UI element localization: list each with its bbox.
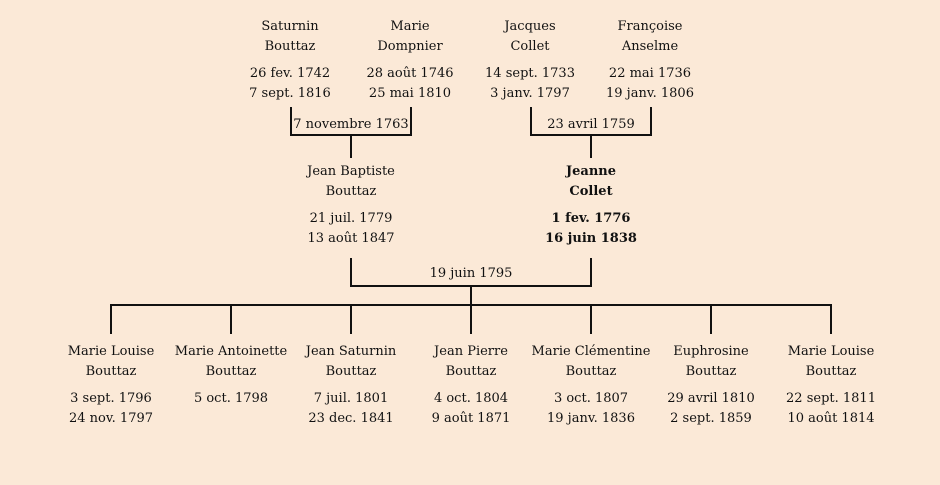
person-given-name: Françoise: [617, 19, 683, 34]
person-surname: Bouttaz: [445, 364, 497, 379]
person-given-name: Euphrosine: [673, 344, 749, 359]
person-surname: Bouttaz: [685, 364, 737, 379]
person-death: 24 nov. 1797: [68, 411, 154, 426]
person-given-name: Marie: [390, 19, 430, 34]
marriage-date-parents: 19 juin 1795: [429, 266, 513, 281]
person-birth: 1 fev. 1776: [551, 211, 631, 226]
person-death: 23 dec. 1841: [308, 411, 394, 426]
child-jean-saturnin: Jean Saturnin Bouttaz 7 juil. 1801 23 de…: [276, 342, 426, 429]
person-surname: Dompnier: [377, 39, 443, 54]
person-birth: 14 sept. 1733: [485, 66, 575, 81]
person-given-name: Marie Louise: [67, 344, 155, 359]
person-death: 7 sept. 1816: [249, 86, 331, 101]
person-death: 19 janv. 1836: [547, 411, 635, 426]
person-death: 10 août 1814: [787, 411, 875, 426]
person-birth: 3 oct. 1807: [553, 391, 629, 406]
person-surname: Bouttaz: [805, 364, 857, 379]
person-surname: Anselme: [621, 39, 679, 54]
marriage-date-paternal: 7 novembre 1763: [293, 117, 409, 132]
child-marie-antoinette: Marie Antoinette Bouttaz 5 oct. 1798: [156, 342, 306, 409]
person-given-name: Jean Saturnin: [305, 344, 397, 359]
person-death: 16 juin 1838: [545, 231, 637, 246]
person-jean-baptiste-bouttaz: Jean Baptiste Bouttaz 21 juil. 1779 13 a…: [276, 162, 426, 249]
person-given-name: Marie Clémentine: [531, 344, 651, 359]
child-marie-louise-1811: Marie Louise Bouttaz 22 sept. 1811 10 ao…: [756, 342, 906, 429]
person-birth: 29 avril 1810: [667, 391, 755, 406]
person-birth: 3 sept. 1796: [70, 391, 152, 406]
person-given-name: Marie Louise: [787, 344, 875, 359]
person-birth: 28 août 1746: [366, 66, 454, 81]
child-marie-clementine: Marie Clémentine Bouttaz 3 oct. 1807 19 …: [516, 342, 666, 429]
person-birth: 7 juil. 1801: [313, 391, 389, 406]
person-surname: Collet: [510, 39, 550, 54]
person-given-name: Saturnin: [261, 19, 319, 34]
person-birth: 21 juil. 1779: [309, 211, 393, 226]
person-given-name: Jean Pierre: [434, 344, 508, 359]
person-francoise-anselme: Françoise Anselme 22 mai 1736 19 janv. 1…: [575, 17, 725, 104]
person-death: 9 août 1871: [431, 411, 511, 426]
person-surname: Collet: [569, 184, 613, 199]
person-jeanne-collet: Jeanne Collet 1 fev. 1776 16 juin 1838: [516, 162, 666, 249]
person-surname: Bouttaz: [85, 364, 137, 379]
person-death: 13 août 1847: [307, 231, 395, 246]
person-death: 19 janv. 1806: [606, 86, 694, 101]
child-euphrosine: Euphrosine Bouttaz 29 avril 1810 2 sept.…: [636, 342, 786, 429]
person-surname: Bouttaz: [325, 364, 377, 379]
person-death: 3 janv. 1797: [490, 86, 570, 101]
person-saturnin-bouttaz: Saturnin Bouttaz 26 fev. 1742 7 sept. 18…: [215, 17, 365, 104]
person-birth: 22 mai 1736: [608, 66, 692, 81]
person-death: 25 mai 1810: [368, 86, 452, 101]
person-marie-dompnier: Marie Dompnier 28 août 1746 25 mai 1810: [335, 17, 485, 104]
person-birth: 4 oct. 1804: [433, 391, 509, 406]
person-birth: 26 fev. 1742: [249, 66, 331, 81]
person-given-name: Marie Antoinette: [174, 344, 288, 359]
child-marie-louise-1796: Marie Louise Bouttaz 3 sept. 1796 24 nov…: [36, 342, 186, 429]
person-surname: Bouttaz: [325, 184, 377, 199]
marriage-date-maternal: 23 avril 1759: [547, 117, 635, 132]
person-death: 2 sept. 1859: [670, 411, 752, 426]
person-surname: Bouttaz: [205, 364, 257, 379]
person-given-name: Jacques: [504, 19, 556, 34]
person-jacques-collet: Jacques Collet 14 sept. 1733 3 janv. 179…: [455, 17, 605, 104]
child-jean-pierre: Jean Pierre Bouttaz 4 oct. 1804 9 août 1…: [396, 342, 546, 429]
person-birth: 5 oct. 1798: [193, 391, 269, 406]
person-surname: Bouttaz: [264, 39, 316, 54]
person-birth: 22 sept. 1811: [786, 391, 876, 406]
person-surname: Bouttaz: [565, 364, 617, 379]
person-given-name: Jean Baptiste: [307, 164, 395, 179]
person-given-name: Jeanne: [565, 164, 617, 179]
